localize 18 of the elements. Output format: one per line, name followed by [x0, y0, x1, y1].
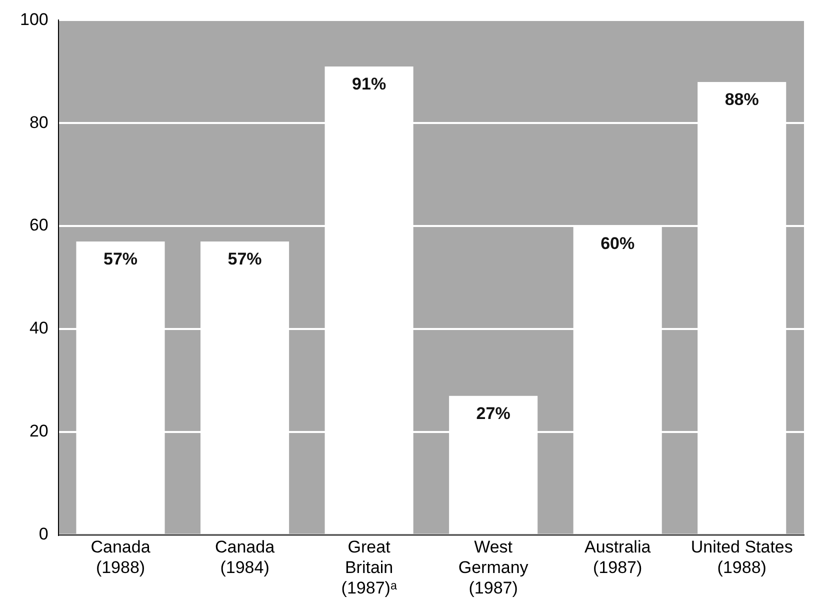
data-label: 27%	[476, 404, 510, 424]
x-tick-label: Great Britain (1987)ᵃ	[341, 538, 398, 598]
data-label: 57%	[228, 250, 262, 269]
y-tick-label: 0	[38, 524, 48, 544]
y-tick-label: 40	[29, 318, 48, 338]
x-tick-label: Australia (1987)	[584, 538, 652, 578]
data-label: 60%	[600, 234, 635, 254]
x-tick-label: United States (1988)	[690, 538, 793, 578]
x-tick-label: Canada (1988)	[90, 538, 151, 578]
y-tick-label: 20	[29, 422, 48, 441]
data-label: 88%	[724, 90, 759, 110]
y-tick-label: 100	[20, 10, 48, 29]
x-tick-label: West Germany (1987)	[458, 538, 529, 598]
y-tick-label: 60	[29, 216, 48, 235]
x-tick-label: Canada (1984)	[214, 538, 276, 578]
data-label: 91%	[352, 74, 386, 94]
y-tick-label: 80	[29, 112, 48, 132]
data-label: 57%	[103, 250, 138, 269]
